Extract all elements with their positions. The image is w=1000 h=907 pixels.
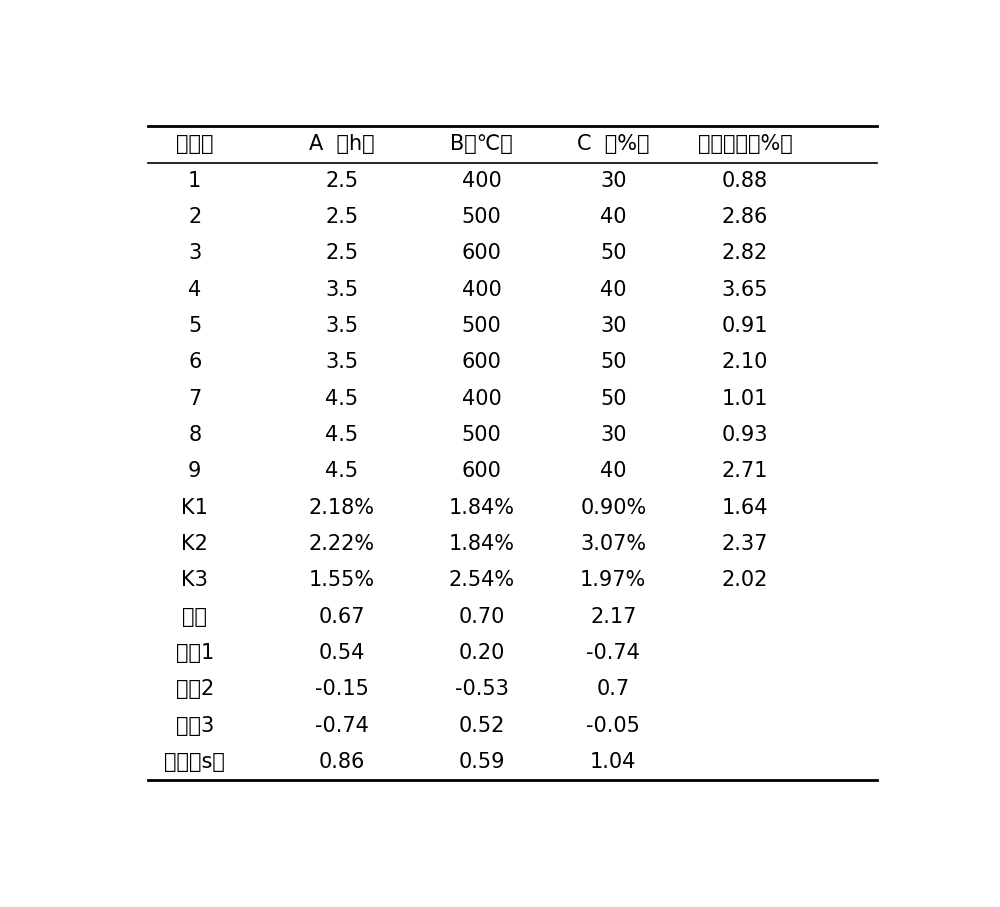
Text: 40: 40 [600,207,626,227]
Text: 2.82: 2.82 [722,243,768,263]
Text: 3.5: 3.5 [325,316,359,336]
Text: -0.74: -0.74 [315,716,369,736]
Text: 50: 50 [600,352,626,373]
Text: 0.54: 0.54 [319,643,365,663]
Text: 1.84%: 1.84% [448,498,514,518]
Text: 500: 500 [462,207,501,227]
Text: 400: 400 [462,389,501,409]
Text: K1: K1 [181,498,208,518]
Text: 2.86: 2.86 [722,207,768,227]
Text: 1.01: 1.01 [722,389,768,409]
Text: 600: 600 [462,462,501,482]
Text: 效冔3: 效冔3 [176,716,214,736]
Text: 3.5: 3.5 [325,279,359,299]
Text: 0.90%: 0.90% [580,498,646,518]
Text: 极差: 极差 [182,607,207,627]
Text: 1.04: 1.04 [590,752,636,772]
Text: 8: 8 [188,425,201,445]
Text: 2.17: 2.17 [590,607,636,627]
Text: -0.53: -0.53 [455,679,508,699]
Text: 6: 6 [188,352,201,373]
Text: C  （%）: C （%） [577,134,650,154]
Text: 0.20: 0.20 [458,643,505,663]
Text: 0.91: 0.91 [722,316,768,336]
Text: -0.15: -0.15 [315,679,369,699]
Text: 5: 5 [188,316,201,336]
Text: 4.5: 4.5 [325,462,359,482]
Text: 2.5: 2.5 [325,171,359,190]
Text: 400: 400 [462,279,501,299]
Text: 2.22%: 2.22% [309,534,375,554]
Text: 0.70: 0.70 [458,607,505,627]
Text: 600: 600 [462,243,501,263]
Text: 1: 1 [188,171,201,190]
Text: 3.5: 3.5 [325,352,359,373]
Text: 2.37: 2.37 [722,534,768,554]
Text: 1.97%: 1.97% [580,571,646,590]
Text: 7: 7 [188,389,201,409]
Text: 0.52: 0.52 [458,716,505,736]
Text: 2.18%: 2.18% [309,498,375,518]
Text: 2.02: 2.02 [722,571,768,590]
Text: 1.64: 1.64 [722,498,768,518]
Text: K2: K2 [181,534,208,554]
Text: 2: 2 [188,207,201,227]
Text: 1.55%: 1.55% [309,571,375,590]
Text: 40: 40 [600,279,626,299]
Text: 0.88: 0.88 [722,171,768,190]
Text: 2.5: 2.5 [325,207,359,227]
Text: 效冔2: 效冔2 [176,679,214,699]
Text: 30: 30 [600,171,626,190]
Text: 百分含量（%）: 百分含量（%） [698,134,792,154]
Text: 0.7: 0.7 [597,679,630,699]
Text: A  （h）: A （h） [309,134,375,154]
Text: 0.86: 0.86 [319,752,365,772]
Text: 30: 30 [600,316,626,336]
Text: 2.71: 2.71 [722,462,768,482]
Text: 50: 50 [600,389,626,409]
Text: 2.10: 2.10 [722,352,768,373]
Text: 0.67: 0.67 [319,607,365,627]
Text: 3.65: 3.65 [722,279,768,299]
Text: -0.74: -0.74 [586,643,640,663]
Text: 1.84%: 1.84% [448,534,514,554]
Text: 2.5: 2.5 [325,243,359,263]
Text: 600: 600 [462,352,501,373]
Text: 实验号: 实验号 [176,134,214,154]
Text: 离差（s）: 离差（s） [164,752,225,772]
Text: 500: 500 [462,316,501,336]
Text: 9: 9 [188,462,201,482]
Text: 0.59: 0.59 [458,752,505,772]
Text: 400: 400 [462,171,501,190]
Text: 30: 30 [600,425,626,445]
Text: 4.5: 4.5 [325,389,359,409]
Text: B（℃）: B（℃） [450,134,513,154]
Text: 4: 4 [188,279,201,299]
Text: 500: 500 [462,425,501,445]
Text: 效冔1: 效冔1 [176,643,214,663]
Text: 3.07%: 3.07% [580,534,646,554]
Text: 2.54%: 2.54% [448,571,515,590]
Text: 50: 50 [600,243,626,263]
Text: -0.05: -0.05 [586,716,640,736]
Text: 0.93: 0.93 [722,425,768,445]
Text: K3: K3 [181,571,208,590]
Text: 4.5: 4.5 [325,425,359,445]
Text: 3: 3 [188,243,201,263]
Text: 40: 40 [600,462,626,482]
